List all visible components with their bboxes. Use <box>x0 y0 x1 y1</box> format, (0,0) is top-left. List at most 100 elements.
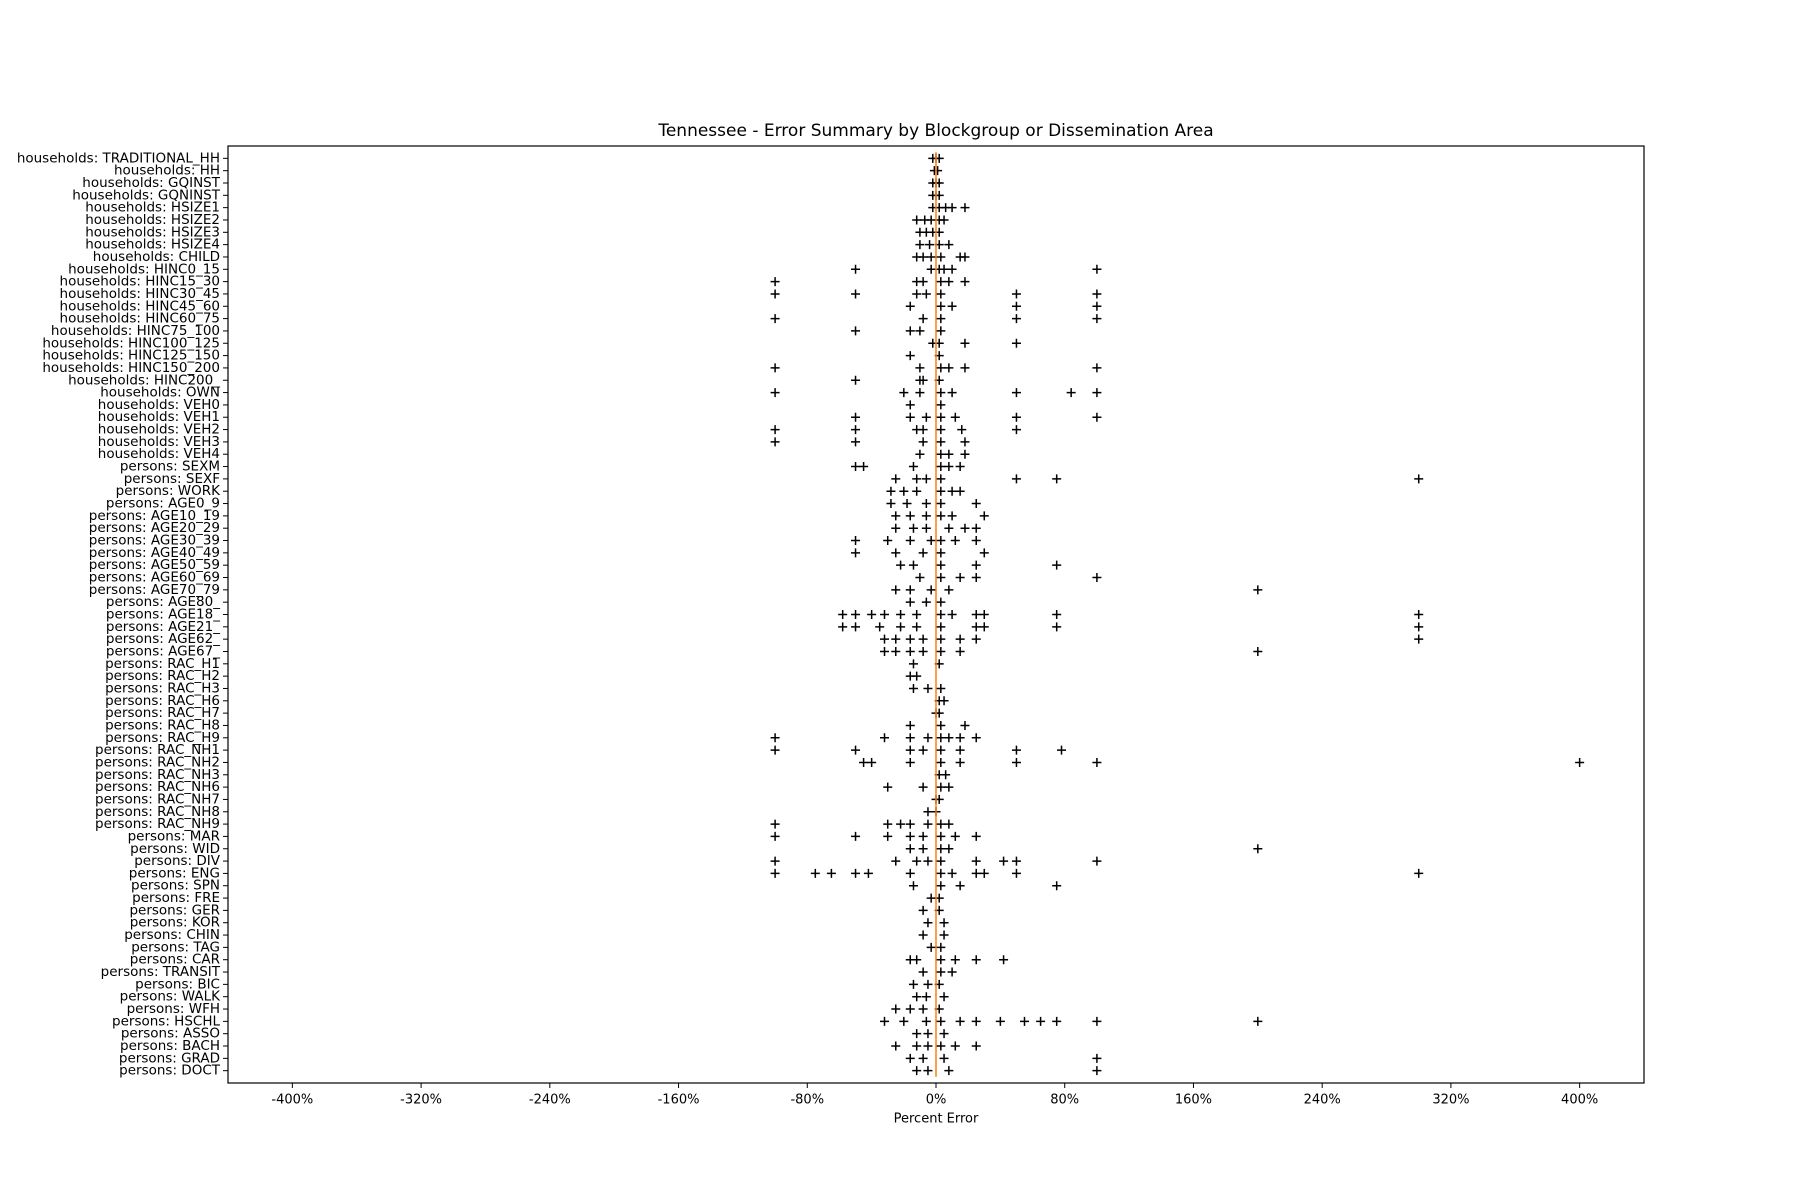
outlier <box>923 1066 933 1076</box>
outlier <box>1092 573 1102 583</box>
outlier <box>936 844 946 854</box>
outlier <box>918 930 928 940</box>
outlier <box>921 992 931 1002</box>
outlier <box>1036 1016 1046 1026</box>
y-tick-label: persons: AGE70_79 <box>89 582 220 598</box>
outlier <box>1414 474 1424 484</box>
outlier <box>939 215 949 225</box>
outlier <box>923 1041 933 1051</box>
outlier <box>1052 610 1062 619</box>
outlier <box>905 597 915 607</box>
outlier <box>1253 844 1263 854</box>
outlier <box>1011 314 1021 324</box>
y-tick-label: persons: AGE62_ <box>106 631 220 647</box>
y-tick-label: persons: TRANSIT <box>101 964 221 980</box>
outlier <box>1253 1016 1263 1026</box>
outlier <box>936 831 946 841</box>
outlier <box>810 868 820 878</box>
outlier <box>971 536 981 546</box>
outlier <box>912 610 922 619</box>
outlier <box>896 560 906 570</box>
outlier <box>883 831 893 841</box>
outlier <box>1253 585 1263 595</box>
outlier <box>999 856 1009 866</box>
y-tick-label: persons: WFH <box>127 1001 220 1017</box>
outlier <box>1414 622 1424 632</box>
outlier <box>1052 1016 1062 1026</box>
y-tick-label: persons: WID <box>130 841 220 857</box>
y-tick-label: persons: RAC_H8 <box>105 717 220 733</box>
outlier <box>770 388 780 398</box>
outlier <box>955 757 965 767</box>
y-tick-label: persons: MAR <box>128 828 220 844</box>
outlier <box>880 646 890 656</box>
outlier <box>851 610 861 619</box>
outlier <box>939 1053 949 1063</box>
outlier <box>947 486 957 496</box>
outlier <box>891 548 901 558</box>
outlier <box>896 610 906 619</box>
outlier <box>1575 757 1585 767</box>
outlier <box>899 1016 909 1026</box>
y-tick-label: persons: SEXF <box>124 471 220 487</box>
outlier <box>1414 610 1424 619</box>
outlier <box>891 585 901 595</box>
outlier <box>905 585 915 595</box>
outlier <box>936 634 946 644</box>
outlier <box>944 782 954 792</box>
outlier <box>944 240 954 250</box>
outlier <box>971 733 981 743</box>
outlier <box>960 203 970 213</box>
outlier <box>923 733 933 743</box>
outlier <box>955 634 965 644</box>
outlier <box>923 918 933 928</box>
outlier <box>944 363 954 373</box>
outlier <box>859 462 869 472</box>
outlier <box>936 388 946 398</box>
outlier <box>905 819 915 829</box>
outlier <box>891 646 901 656</box>
y-tick-label: households: HINC15_30 <box>60 274 220 290</box>
outlier <box>923 819 933 829</box>
outlier <box>891 1004 901 1014</box>
outlier <box>923 856 933 866</box>
outlier <box>923 683 933 693</box>
outlier <box>1057 745 1067 755</box>
y-tick-label: persons: AGE30_39 <box>89 533 220 549</box>
outlier <box>891 1041 901 1051</box>
outlier <box>936 597 946 607</box>
outlier <box>950 412 960 422</box>
outlier <box>912 1041 922 1051</box>
outlier <box>921 511 931 521</box>
outlier <box>770 745 780 755</box>
x-tick-label: -160% <box>658 1093 700 1108</box>
outlier <box>880 610 890 619</box>
y-tick-label: persons: BIC <box>135 976 220 992</box>
outlier <box>921 1016 931 1026</box>
y-tick-label: persons: RAC_H3 <box>105 680 220 696</box>
outlier <box>886 499 896 509</box>
outlier <box>950 536 960 546</box>
outlier <box>883 782 893 792</box>
outlier <box>1011 388 1021 398</box>
outlier <box>936 622 946 632</box>
outlier <box>902 499 912 509</box>
outlier <box>912 1066 922 1076</box>
y-tick-label: persons: AGE0_9 <box>106 496 220 512</box>
outlier <box>939 918 949 928</box>
outlier <box>851 868 861 878</box>
y-tick-label: persons: BACH <box>120 1038 220 1054</box>
y-tick-label: households: HINC75_100 <box>51 323 220 339</box>
outlier <box>955 646 965 656</box>
outlier <box>960 449 970 459</box>
outlier <box>883 819 893 829</box>
outlier <box>923 979 933 989</box>
y-tick-label: households: GQNINST <box>72 187 221 203</box>
outlier <box>905 536 915 546</box>
outlier <box>905 646 915 656</box>
outlier <box>1052 881 1062 891</box>
y-tick-label: households: HSIZE4 <box>85 237 220 253</box>
outlier <box>936 610 946 619</box>
